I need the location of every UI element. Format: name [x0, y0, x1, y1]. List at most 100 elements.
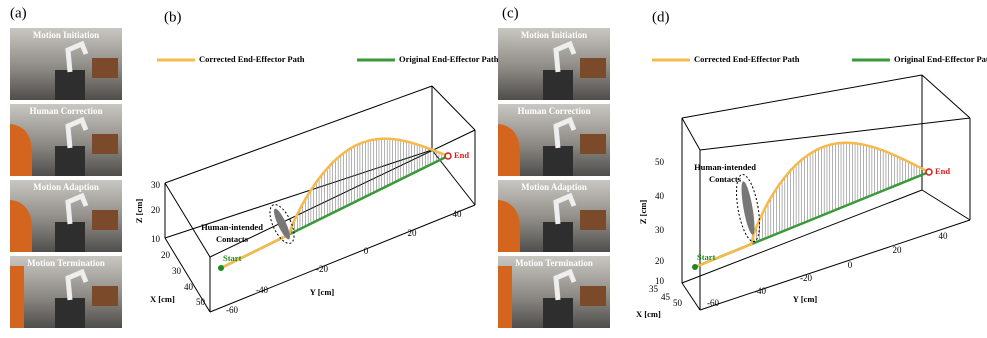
robot-arm — [553, 116, 577, 149]
x-tick-label: 35 — [649, 284, 659, 294]
y-tick-label: 0 — [848, 260, 853, 270]
x-axis-label: X [cm] — [636, 309, 661, 319]
x-axis-label: X [cm] — [150, 294, 175, 304]
frame-caption: Human Correction — [29, 106, 102, 116]
frame-caption: Motion Adaption — [521, 182, 587, 192]
photo-shelf — [92, 210, 118, 230]
photo-shelf — [580, 286, 606, 306]
x-tick-label: 50 — [673, 298, 683, 308]
x-tick-label: 50 — [196, 297, 206, 307]
human — [10, 200, 32, 252]
corrected-path — [220, 137, 449, 270]
panel-label: (a) — [10, 5, 27, 21]
y-tick-label: -40 — [256, 285, 268, 295]
frame-caption: Motion Initiation — [33, 30, 99, 40]
legend-text: Original End-Effector Path — [399, 54, 499, 64]
human — [498, 266, 512, 328]
human — [498, 124, 520, 176]
annotation: Human-intended — [694, 162, 756, 172]
panel-label: (c) — [502, 5, 519, 21]
contact-mark — [274, 208, 290, 240]
box-edge — [209, 129, 476, 258]
annotation: Contacts — [709, 174, 742, 184]
frame-caption: Motion Termination — [515, 258, 593, 268]
legend-text: Corrected End-Effector Path — [199, 54, 305, 64]
start-marker — [218, 265, 224, 271]
y-axis-label: Y [cm] — [793, 294, 818, 304]
panel-label: (d) — [652, 9, 670, 25]
box-edge — [921, 74, 971, 119]
annotation: Contacts — [216, 234, 249, 244]
start-label: Start — [697, 252, 716, 262]
x-tick-label: 10 — [151, 234, 161, 244]
box-edge — [164, 85, 433, 184]
start-marker — [692, 264, 698, 270]
photo-shelf — [580, 134, 606, 154]
photo-table — [55, 222, 85, 252]
frame-caption: Motion Adaption — [33, 182, 99, 192]
box-edge — [681, 117, 701, 151]
photo-table — [55, 146, 85, 176]
robot-arm — [553, 192, 577, 225]
z-axis-label: Z [cm] — [134, 199, 144, 223]
box-edge — [921, 189, 971, 221]
z-tick-label: 50 — [655, 157, 665, 167]
y-tick-label: 20 — [408, 228, 418, 238]
end-label: End — [935, 166, 950, 176]
photo-shelf — [580, 210, 606, 230]
photo-table — [55, 298, 85, 328]
y-tick-label: -60 — [226, 305, 238, 315]
human — [498, 200, 520, 252]
photo-shelf — [580, 58, 606, 78]
robot-arm — [65, 268, 89, 301]
contact-region — [269, 204, 295, 244]
box-edge — [164, 149, 433, 239]
x-tick-label: 20 — [161, 250, 171, 260]
box-edge — [431, 85, 476, 131]
x-tick-label: 30 — [172, 266, 182, 276]
corrected-path — [694, 141, 930, 269]
annotation: Human-intended — [201, 222, 263, 232]
z-tick-label: 20 — [151, 205, 161, 215]
z-tick-label: 30 — [655, 225, 665, 235]
box-edge — [164, 182, 211, 258]
z-tick-label: 20 — [655, 256, 665, 266]
box-edge — [164, 237, 211, 313]
z-tick-label: 40 — [655, 191, 665, 201]
frame-caption: Motion Initiation — [521, 30, 587, 40]
y-tick-label: 40 — [453, 209, 463, 219]
photo-table — [55, 70, 85, 100]
box-edge — [699, 219, 971, 311]
human — [10, 266, 24, 328]
box-edge — [681, 282, 701, 311]
photo-shelf — [92, 286, 118, 306]
end-label: End — [454, 150, 469, 160]
z-tick-label: 10 — [655, 276, 665, 286]
y-tick-label: -20 — [800, 273, 812, 283]
human — [10, 124, 32, 176]
y-tick-label: -60 — [707, 298, 719, 308]
photo-table — [543, 298, 573, 328]
robot-arm — [65, 116, 89, 149]
robot-arm — [65, 192, 89, 225]
legend-text: Original End-Effector Path — [894, 54, 987, 64]
contact-region — [736, 173, 760, 243]
y-tick-label: 40 — [939, 231, 949, 241]
frame-caption: Human Correction — [517, 106, 590, 116]
photo-shelf — [92, 134, 118, 154]
y-tick-label: 0 — [364, 246, 369, 256]
y-tick-label: 20 — [893, 245, 903, 255]
box-edge — [681, 74, 923, 119]
y-tick-label: -40 — [754, 286, 766, 296]
contact-mark — [741, 181, 755, 235]
x-tick-label: 40 — [184, 282, 194, 292]
end-marker — [444, 152, 452, 160]
y-axis-label: Y [cm] — [310, 287, 335, 297]
legend-text: Corrected End-Effector Path — [694, 54, 800, 64]
z-axis-label: Z [cm] — [638, 200, 648, 224]
robot-arm — [65, 40, 89, 73]
photo-table — [543, 70, 573, 100]
frame-caption: Motion Termination — [27, 258, 105, 268]
box-edge — [209, 204, 476, 313]
